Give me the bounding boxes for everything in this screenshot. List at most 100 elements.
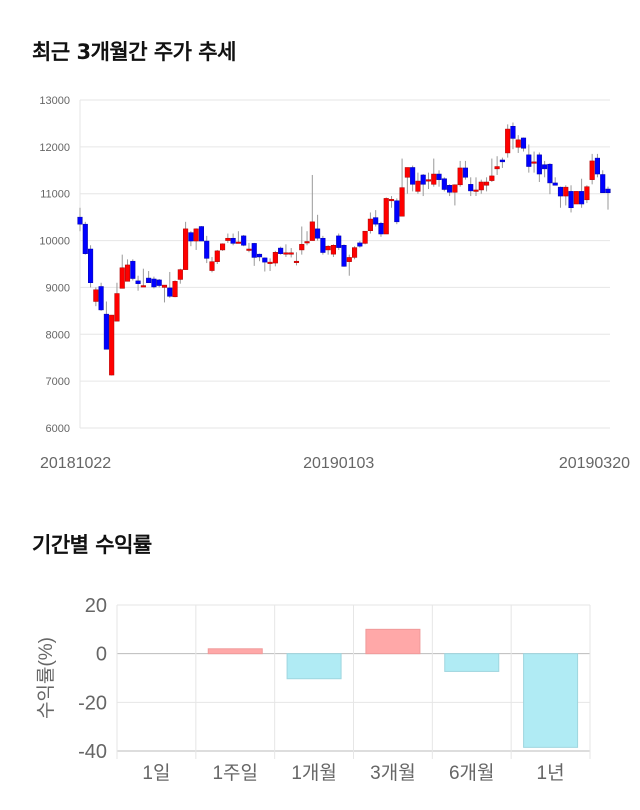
return-bar <box>444 653 500 672</box>
candle <box>547 163 553 184</box>
candle <box>515 139 521 148</box>
candle <box>378 222 384 235</box>
candle <box>526 154 532 167</box>
candle <box>151 278 157 288</box>
candle <box>114 293 120 322</box>
candle <box>452 184 458 193</box>
candle <box>341 245 347 267</box>
candle <box>552 182 558 186</box>
x-tick-label: 6개월 <box>449 762 495 784</box>
candle <box>183 228 189 270</box>
candle <box>225 237 231 241</box>
candle <box>98 286 104 311</box>
candle <box>188 232 194 242</box>
candle <box>420 174 426 185</box>
candle <box>267 261 273 264</box>
candle <box>161 284 168 288</box>
x-tick-label: 20190320 <box>559 455 630 472</box>
candle <box>140 285 146 288</box>
period-return-title: 기간별 수익률 <box>32 533 152 557</box>
y-tick-label: 7000 <box>46 376 70 388</box>
candle <box>431 173 437 185</box>
candle <box>404 167 410 178</box>
candle <box>425 179 432 182</box>
candle <box>230 237 236 244</box>
y-tick-label: -20 <box>78 692 107 714</box>
candle <box>394 200 400 223</box>
candle <box>362 230 368 244</box>
candle <box>82 223 88 254</box>
candle <box>536 154 542 175</box>
candle <box>246 248 252 251</box>
candle <box>330 245 336 255</box>
candle <box>336 235 342 248</box>
y-tick-label: 13000 <box>39 95 70 107</box>
candle <box>119 267 125 289</box>
candle <box>573 191 579 205</box>
return-bar <box>365 628 421 655</box>
return-bar <box>207 648 263 655</box>
y-tick-label: 11000 <box>40 189 70 201</box>
candle <box>373 217 379 225</box>
y-tick-label: 0 <box>96 644 107 666</box>
candle <box>579 191 585 205</box>
candle <box>499 159 505 163</box>
candle <box>399 187 405 217</box>
y-tick-label: 12000 <box>39 142 70 154</box>
candle <box>251 243 257 258</box>
candle <box>288 252 294 255</box>
candle <box>383 198 389 235</box>
candle <box>315 228 321 239</box>
candle <box>299 244 305 251</box>
candle <box>220 243 226 251</box>
candle <box>478 181 484 191</box>
candle <box>198 226 204 242</box>
x-tick-label: 1년 <box>537 762 565 784</box>
candle <box>103 313 109 350</box>
candle <box>293 260 300 263</box>
candle <box>309 221 315 241</box>
candle <box>457 167 463 186</box>
x-tick-label: 3개월 <box>370 762 416 784</box>
candle <box>510 125 516 139</box>
candle <box>88 248 94 283</box>
stock-trend-title: 최근 3개월간 주가 추세 <box>32 40 236 64</box>
x-tick-label: 1주일 <box>212 762 258 784</box>
candle <box>367 218 373 231</box>
candle <box>172 281 178 298</box>
candle <box>484 181 490 186</box>
candle <box>600 174 606 194</box>
candle <box>494 166 500 170</box>
candle <box>520 137 527 149</box>
candle <box>568 191 574 209</box>
candle <box>156 279 162 286</box>
x-tick-label: 20190103 <box>303 455 374 472</box>
candle <box>468 184 474 192</box>
candle <box>109 314 115 376</box>
candle <box>272 252 278 264</box>
candle <box>357 242 363 247</box>
candle <box>415 180 421 192</box>
y-tick-label: 9000 <box>46 282 70 294</box>
candle <box>531 161 537 164</box>
candle <box>241 235 247 246</box>
candle <box>320 237 326 253</box>
candle <box>447 185 453 193</box>
candle <box>589 160 595 180</box>
candle <box>124 264 131 282</box>
candle <box>388 199 395 202</box>
candle <box>77 216 83 225</box>
candle <box>93 289 99 302</box>
candle <box>167 287 173 297</box>
candle <box>146 277 152 283</box>
y-tick-label: 10000 <box>39 236 70 248</box>
candle <box>542 164 548 170</box>
candle <box>204 240 210 259</box>
candle <box>177 269 183 280</box>
candle <box>346 257 352 262</box>
candle <box>283 252 289 255</box>
candle <box>209 261 215 271</box>
y-axis-title: 수익률(%) <box>35 637 57 719</box>
y-tick-label: 8000 <box>46 329 70 341</box>
